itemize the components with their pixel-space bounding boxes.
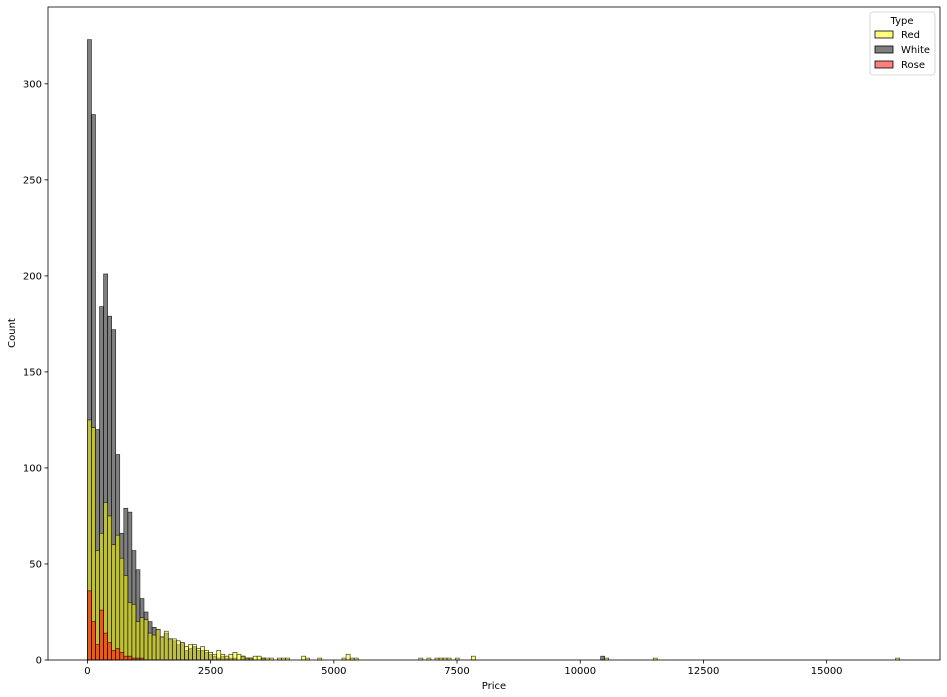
bar-red-11 xyxy=(131,603,137,661)
bar-white-127 xyxy=(600,655,605,661)
bar-red-7 xyxy=(115,534,121,661)
bar-rose-5 xyxy=(107,642,112,661)
bar-red-20 xyxy=(167,638,173,661)
bar-red-26 xyxy=(192,644,197,661)
bar-red-27 xyxy=(196,648,201,661)
y-tick-label-6: 300 xyxy=(23,79,42,90)
bar-red-37 xyxy=(236,653,242,661)
bar-red-5 xyxy=(107,515,112,661)
bar-red-10 xyxy=(127,602,133,661)
bar-red-22 xyxy=(176,640,181,661)
bar-red-12 xyxy=(135,621,141,661)
legend: Type Red White Rose xyxy=(869,11,936,76)
bar-red-31 xyxy=(212,653,218,661)
x-tick-label-4: 10000 xyxy=(564,666,596,677)
axes-frame xyxy=(47,6,941,661)
histogram-bars xyxy=(87,39,900,661)
bar-red-9 xyxy=(123,575,129,661)
bar-red-30 xyxy=(208,652,214,661)
y-tick-label-5: 250 xyxy=(23,175,42,186)
y-tick-label-0: 0 xyxy=(36,656,42,667)
bar-rose-9 xyxy=(123,655,129,661)
y-axis-label: Count xyxy=(7,318,18,348)
bar-red-6 xyxy=(111,544,117,661)
bar-red-21 xyxy=(171,638,177,661)
bar-red-18 xyxy=(159,636,165,661)
bar-red-42 xyxy=(256,655,262,661)
bar-red-95 xyxy=(471,655,476,661)
bar-red-38 xyxy=(240,655,246,661)
legend-swatch-rose xyxy=(874,60,894,69)
bar-red-64 xyxy=(345,653,351,661)
bar-red-8 xyxy=(119,557,125,661)
bar-rose-4 xyxy=(103,632,108,661)
x-tick-label-2: 5000 xyxy=(321,666,346,677)
bar-red-35 xyxy=(228,653,234,661)
bar-red-24 xyxy=(184,646,189,661)
bar-rose-2 xyxy=(95,644,100,661)
x-tick-label-0: 0 xyxy=(84,666,90,677)
bar-red-53 xyxy=(301,655,306,661)
x-tick-label-6: 15000 xyxy=(811,666,843,677)
legend-swatch-red xyxy=(874,30,894,39)
bar-red-14 xyxy=(143,619,149,661)
legend-swatch-white xyxy=(874,45,894,54)
bar-rose-0 xyxy=(87,590,92,661)
y-axis-ticks: 0 50 100 150 200 250 300 xyxy=(23,79,48,667)
bar-red-16 xyxy=(151,634,157,661)
legend-frame xyxy=(869,11,936,76)
bar-red-33 xyxy=(220,653,226,661)
x-tick-label-3: 7500 xyxy=(444,666,469,677)
bar-red-23 xyxy=(180,642,185,661)
bar-red-17 xyxy=(155,628,161,661)
x-tick-label-5: 12500 xyxy=(688,666,720,677)
x-axis-ticks: 0 2500 5000 7500 10000 12500 15000 xyxy=(84,660,843,677)
bar-rose-10 xyxy=(127,655,133,661)
bar-red-15 xyxy=(147,632,153,661)
bar-rose-3 xyxy=(99,609,104,661)
legend-label-white: White xyxy=(901,45,930,56)
y-tick-label-1: 50 xyxy=(29,559,42,570)
legend-title: Type xyxy=(890,16,914,27)
bar-red-2 xyxy=(95,550,100,661)
legend-label-rose: Rose xyxy=(901,60,925,71)
bar-red-29 xyxy=(204,650,209,661)
y-tick-label-3: 150 xyxy=(23,367,42,378)
bar-red-41 xyxy=(252,655,258,661)
bar-red-13 xyxy=(139,617,145,661)
x-axis-label: Price xyxy=(482,681,506,692)
bar-rose-6 xyxy=(111,650,117,661)
bar-rose-8 xyxy=(119,652,125,661)
bar-red-34 xyxy=(224,655,230,661)
bar-red-36 xyxy=(232,652,238,661)
bar-red-32 xyxy=(216,650,222,661)
bar-rose-1 xyxy=(91,621,96,661)
bar-red-19 xyxy=(163,630,169,661)
x-tick-label-1: 2500 xyxy=(198,666,223,677)
bar-red-28 xyxy=(200,646,205,661)
bar-rose-7 xyxy=(115,648,121,661)
bar-red-25 xyxy=(188,644,193,661)
y-tick-label-2: 100 xyxy=(23,463,42,474)
y-tick-label-4: 200 xyxy=(23,271,42,282)
legend-label-red: Red xyxy=(901,30,920,41)
